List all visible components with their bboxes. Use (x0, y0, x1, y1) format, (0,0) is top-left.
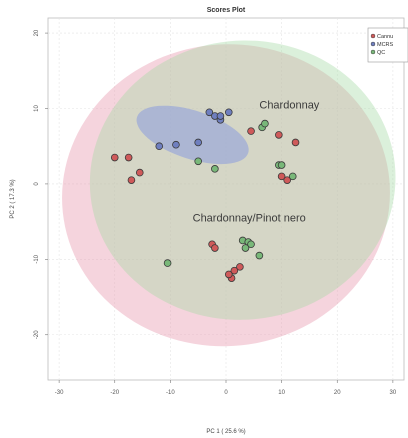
point-cannu (291, 138, 300, 147)
legend-marker-qc (370, 49, 376, 55)
x-axis-title: PC 1 ( 25.6 %) (206, 429, 245, 435)
point-cannu (283, 176, 291, 184)
point-qc (194, 157, 202, 166)
legend-item-mcrs: MCRS (370, 41, 394, 48)
point-qc (163, 259, 172, 267)
point-qc (277, 161, 286, 169)
point-cannu (110, 153, 119, 162)
point-mcrs (155, 142, 164, 151)
legend-item-qc: QC (370, 49, 385, 56)
point-cannu (277, 172, 286, 181)
x-tick-label: -30 (55, 390, 64, 396)
y-axis-title: PC 2 ( 17.3 %) (10, 179, 16, 218)
grid-lines (48, 18, 404, 380)
chart-title: Scores Plot (207, 7, 246, 14)
point-qc (261, 119, 269, 128)
legend-marker-cannu (370, 33, 376, 39)
point-cannu (224, 270, 233, 279)
x-tick-label: -10 (166, 390, 175, 396)
legend-marker-mcrs (370, 41, 376, 47)
x-tick-label: -20 (110, 390, 119, 396)
point-mcrs (224, 108, 233, 117)
point-mcrs (205, 108, 214, 117)
y-tick-label: -20 (34, 330, 40, 339)
point-cannu (275, 131, 283, 139)
confidence-ellipses (62, 40, 396, 347)
point-cannu (124, 153, 133, 162)
legend: Cannu MCRS QC (367, 27, 408, 63)
x-tick-label: 10 (278, 390, 285, 396)
point-qc (241, 244, 250, 252)
point-cannu (236, 263, 244, 271)
x-tick-label: 20 (334, 390, 341, 396)
point-mcrs (172, 140, 180, 149)
point-qc (255, 251, 264, 260)
legend-label-qc: QC (377, 50, 385, 56)
legend-label-cannu: Cannu (377, 34, 393, 40)
annotation-chardonnay-pinot-nero: Chardonnay/Pinot nero (193, 213, 306, 225)
y-tick-label: 10 (34, 105, 40, 112)
score-points (110, 108, 300, 282)
x-tick-label: 0 (224, 390, 228, 396)
legend-item-cannu: Cannu (370, 33, 393, 40)
axis-ticks: -30 -20 -10 0 10 20 30 20 10 0 -10 -20 (34, 29, 397, 396)
y-tick-label: -10 (34, 254, 40, 263)
point-cannu (247, 127, 255, 135)
point-qc (247, 240, 255, 249)
y-tick-label: 0 (34, 182, 40, 186)
point-mcrs (216, 112, 225, 120)
point-qc (211, 165, 219, 173)
confidence-ellipse-mcrs (136, 105, 249, 165)
x-tick-label: 30 (390, 390, 397, 396)
y-tick-label: 20 (34, 29, 40, 36)
point-cannu (211, 244, 219, 252)
point-cannu (230, 266, 239, 275)
legend-label-mcrs: MCRS (377, 42, 394, 48)
annotation-chardonnay: Chardonnay (259, 100, 319, 112)
point-mcrs (194, 138, 202, 147)
point-cannu (135, 168, 144, 177)
point-cannu (127, 176, 136, 184)
group-annotations: Chardonnay Chardonnay/Pinot nero (193, 100, 320, 225)
point-qc (288, 172, 297, 181)
